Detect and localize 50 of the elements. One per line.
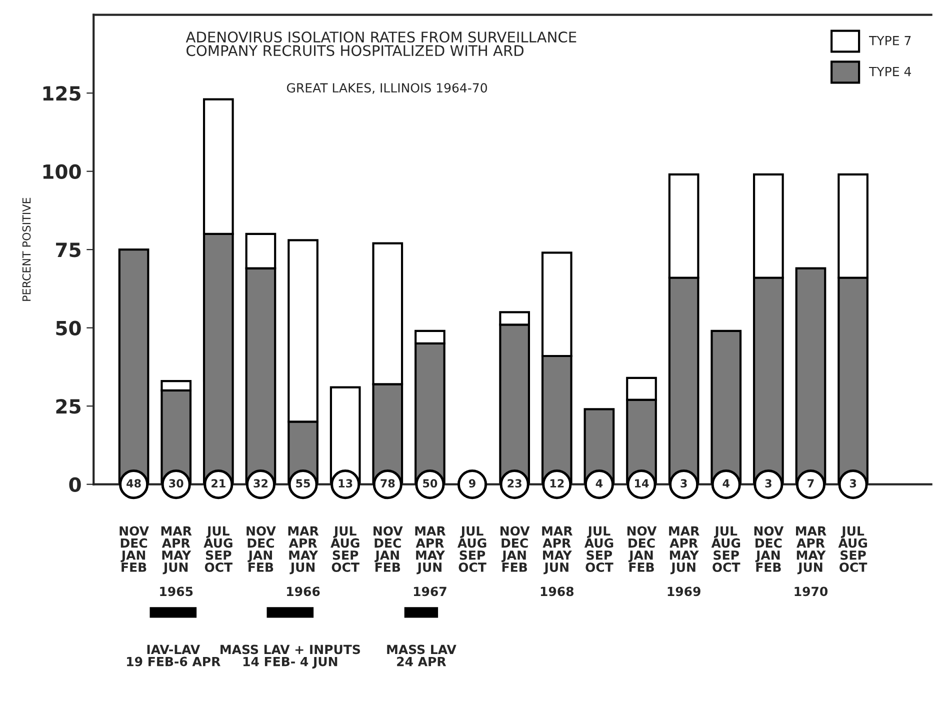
x-tick-label: MAR APR MAY JUN 1966 <box>287 526 320 596</box>
y-tick-label: 0 <box>69 477 81 492</box>
annotation: 13 <box>338 479 352 488</box>
x-tick-label: MAR APR MAY JUN 1970 <box>794 526 828 596</box>
x-tick-label: JUL AUG SEP OCT <box>711 526 740 572</box>
x-tick-label: NOV DEC JAN FEB <box>246 526 276 572</box>
annotation: 14 <box>635 479 649 488</box>
annotation: 3 <box>680 479 687 488</box>
annotation: 9 <box>468 479 476 488</box>
x-tick-label: JUL AUG SEP OCT <box>838 526 868 572</box>
annotation: 78 <box>380 479 395 488</box>
text: MASS LAV + INPUTS 14 FEB- 4 JUN <box>220 644 360 669</box>
annotation: 3 <box>850 479 856 488</box>
y-tick-label: 25 <box>56 399 80 414</box>
x-tick-label: JUL AUG SEP OCT <box>330 526 360 572</box>
annotation: 55 <box>296 479 310 488</box>
x-tick-label: JUL AUG SEP OCT <box>584 526 614 572</box>
text: IAV-LAV 19 FEB-6 APR <box>127 644 220 666</box>
y-tick-label: 100 <box>43 164 81 179</box>
legend-label: TYPE 4 <box>869 66 911 76</box>
x-tick-label: JUL AUG SEP OCT <box>204 526 233 572</box>
annotation: 3 <box>765 479 772 488</box>
x-tick-label: MAR APR MAY JUN 1965 <box>160 526 193 596</box>
annotation: 4 <box>596 479 603 488</box>
legend-label: TYPE 7 <box>869 36 911 46</box>
annotation: 50 <box>423 479 438 488</box>
x-tick-label: NOV DEC JAN FEB <box>627 526 657 572</box>
annotation: 4 <box>722 479 730 488</box>
annotation: 12 <box>550 479 564 488</box>
x-tick-label: NOV DEC JAN FEB <box>374 526 403 572</box>
x-tick-label: MAR APR MAY JUN 1968 <box>540 526 574 596</box>
annotation: 30 <box>169 479 184 488</box>
annotation: 7 <box>808 479 814 488</box>
y-tick-label: 125 <box>43 86 80 101</box>
y-tick-label: 50 <box>56 320 81 336</box>
x-tick-label: NOV DEC JAN FEB <box>500 526 530 572</box>
annotation: 48 <box>126 479 141 488</box>
text: MASS LAV 24 APR <box>387 644 456 666</box>
annotation: 21 <box>212 479 226 488</box>
x-tick-label: JUL AUG SEP OCT <box>457 526 486 572</box>
x-tick-label: MAR APR MAY JUN 1969 <box>668 526 700 596</box>
y-axis-title: PERCENT POSITIVE <box>22 198 31 301</box>
x-tick-label: NOV DEC JAN FEB <box>120 526 149 572</box>
annotation: 23 <box>508 479 522 488</box>
text: GREAT LAKES, ILLINOIS 1964-70 <box>286 83 487 94</box>
text: ADENOVIRUS ISOLATION RATES FROM SURVEILLANCE COMPANY RECRUITS HOSPITALIZED WITH ARD <box>186 32 576 56</box>
y-tick-label: 75 <box>56 242 80 258</box>
x-tick-label: NOV DEC JAN FEB <box>754 526 784 572</box>
annotation: 32 <box>254 479 268 488</box>
x-tick-label: MAR APR MAY JUN 1967 <box>414 526 446 596</box>
